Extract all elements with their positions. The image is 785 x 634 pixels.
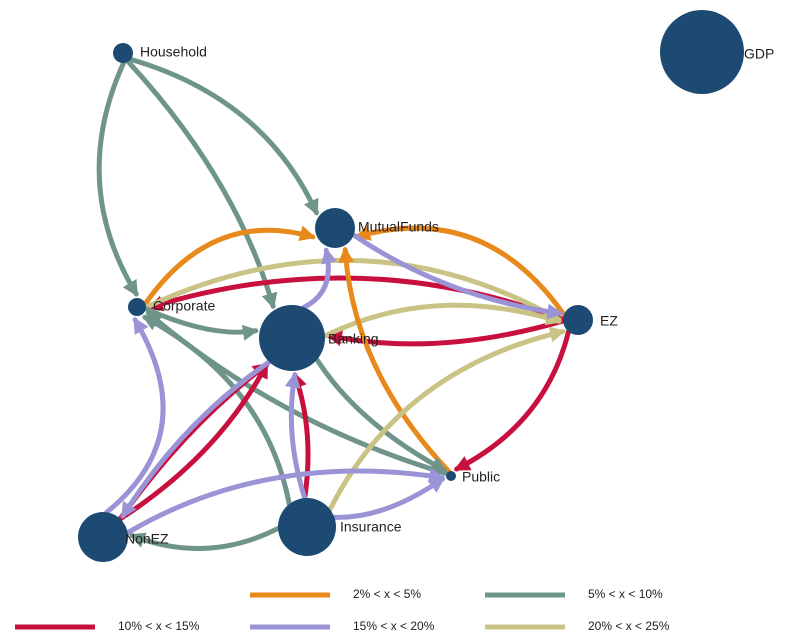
- edge: [322, 302, 563, 339]
- edge: [96, 60, 139, 297]
- legend-label: 2% < x < 5%: [353, 587, 421, 601]
- edge: [325, 318, 566, 347]
- node: [259, 305, 325, 371]
- node-label: Household: [140, 44, 207, 60]
- node: [278, 498, 336, 556]
- edge: [117, 362, 270, 522]
- size-legend-label: GDP: [744, 46, 774, 62]
- edge: [338, 246, 452, 474]
- node-label: MutualFunds: [358, 219, 439, 235]
- node: [78, 512, 128, 562]
- node-label: NonEZ: [125, 531, 169, 547]
- legend-label: 15% < x < 20%: [353, 619, 435, 633]
- edge: [143, 257, 562, 322]
- node: [113, 43, 133, 63]
- edge: [351, 232, 564, 320]
- edge: [301, 247, 337, 310]
- edge: [104, 317, 166, 515]
- node: [315, 208, 355, 248]
- edge: [331, 476, 446, 520]
- edge: [128, 56, 319, 216]
- edge: [128, 525, 281, 551]
- node-label: EZ: [600, 313, 618, 329]
- edge: [354, 225, 567, 318]
- edge: [143, 306, 259, 341]
- edge: [125, 467, 446, 536]
- edge: [314, 357, 448, 473]
- legend-label: 10% < x < 15%: [118, 619, 200, 633]
- node-label: Public: [462, 469, 500, 485]
- edge: [120, 359, 272, 519]
- edge: [125, 59, 278, 310]
- edge: [284, 371, 308, 501]
- legend-label: 20% < x < 25%: [588, 619, 670, 633]
- edge: [117, 362, 270, 522]
- edge: [142, 225, 316, 307]
- node: [563, 305, 593, 335]
- edge: [327, 326, 567, 512]
- edge: [453, 329, 572, 472]
- size-legend-circle: [660, 10, 744, 94]
- node-label: Insurance: [340, 519, 402, 535]
- legend-label: 5% < x < 10%: [588, 587, 663, 601]
- node: [446, 471, 456, 481]
- node-label: Banking: [328, 331, 379, 347]
- node-label: Corporate: [153, 298, 215, 314]
- node: [128, 298, 146, 316]
